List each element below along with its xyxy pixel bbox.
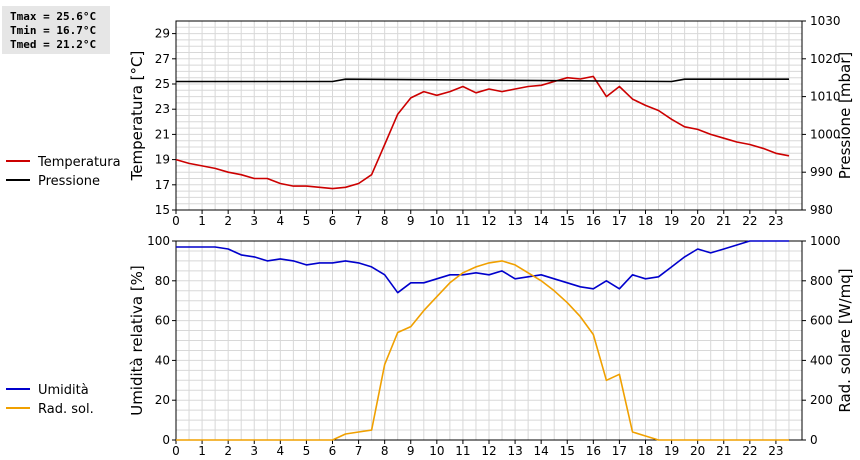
y2-tick-label: 0 xyxy=(810,433,818,447)
x-tick-label: 23 xyxy=(768,444,783,458)
x-tick-label: 14 xyxy=(534,214,549,228)
x-tick-label: 8 xyxy=(381,444,389,458)
y-tick-label: 19 xyxy=(155,153,170,167)
series-line-rad-sol- xyxy=(176,260,789,441)
x-tick-label: 1 xyxy=(198,444,206,458)
chart-panel-2: 0 1 2 3 4 5 6 7 8 9 10 11 12 13 14 15 16 17 18 19 20 21 22 2302… xyxy=(6,234,854,458)
y2-tick-label: 200 xyxy=(810,393,833,407)
x-tick-label: 3 xyxy=(250,444,258,458)
y-tick-label: 60 xyxy=(155,314,170,328)
x-tick-label: 6 xyxy=(329,214,337,228)
legend-label: Umidità xyxy=(38,383,89,398)
x-tick-label: 5 xyxy=(303,214,311,228)
y2-tick-label: 990 xyxy=(810,165,833,179)
y-tick-label: 40 xyxy=(155,353,170,367)
y2-tick-label: 1000 xyxy=(810,234,841,248)
x-tick-label: 4 xyxy=(277,214,285,228)
x-tick-label: 17 xyxy=(612,444,627,458)
x-tick-label: 0 xyxy=(172,214,180,228)
tmax-text: Tmax = 25.6°C xyxy=(10,10,97,23)
legend-label: Rad. sol. xyxy=(38,402,94,417)
y2-tick-label: 1020 xyxy=(810,52,841,66)
tmin-text: Tmin = 16.7°C xyxy=(10,24,97,37)
series-line-umidit- xyxy=(176,240,789,294)
x-tick-label: 3 xyxy=(250,214,258,228)
y-axis-title: Umidità relativa [%] xyxy=(128,265,146,416)
y-tick-label: 25 xyxy=(155,77,170,91)
legend-label: Pressione xyxy=(38,174,100,189)
x-tick-label: 14 xyxy=(534,444,549,458)
x-tick-label: 12 xyxy=(481,444,496,458)
y-tick-label: 27 xyxy=(155,52,170,66)
x-tick-label: 10 xyxy=(429,214,444,228)
x-tick-label: 17 xyxy=(612,214,627,228)
x-tick-label: 1 xyxy=(198,214,206,228)
x-tick-label: 11 xyxy=(455,214,470,228)
x-tick-label: 21 xyxy=(716,444,731,458)
y2-tick-label: 980 xyxy=(810,203,833,217)
chart-panel-1: 0 1 2 3 4 5 6 7 8 9 10 11 12 13 14 15 16 17 18 19 20 21 22 2315… xyxy=(6,14,854,228)
x-tick-label: 9 xyxy=(407,444,415,458)
x-tick-label: 20 xyxy=(690,214,705,228)
x-tick-label: 0 xyxy=(172,444,180,458)
x-tick-label: 19 xyxy=(664,444,679,458)
x-tick-label: 9 xyxy=(407,214,415,228)
x-tick-label: 20 xyxy=(690,444,705,458)
x-tick-label: 22 xyxy=(742,214,757,228)
y-tick-label: 100 xyxy=(147,234,170,248)
y2-axis-title: Pressione [mbar] xyxy=(836,52,854,180)
x-tick-label: 8 xyxy=(381,214,389,228)
x-tick-label: 23 xyxy=(768,214,783,228)
x-tick-label: 15 xyxy=(560,444,575,458)
x-tick-label: 13 xyxy=(507,214,522,228)
y2-tick-label: 800 xyxy=(810,274,833,288)
y-tick-label: 29 xyxy=(155,27,170,41)
x-tick-label: 13 xyxy=(507,444,522,458)
stats-box: Tmax = 25.6°C Tmin = 16.7°C Tmed = 21.2°… xyxy=(2,6,110,54)
y2-tick-label: 600 xyxy=(810,314,833,328)
y2-axis-title: Rad. solare [W/mq] xyxy=(836,268,854,412)
x-tick-label: 12 xyxy=(481,214,496,228)
y2-tick-label: 1000 xyxy=(810,127,841,141)
x-tick-label: 16 xyxy=(586,214,601,228)
y-tick-label: 23 xyxy=(155,102,170,116)
series-line-pressione xyxy=(176,78,789,83)
x-tick-label: 22 xyxy=(742,444,757,458)
y-tick-label: 21 xyxy=(155,127,170,141)
x-tick-label: 18 xyxy=(638,444,653,458)
tmed-text: Tmed = 21.2°C xyxy=(10,38,97,51)
y-tick-label: 0 xyxy=(162,433,170,447)
x-tick-label: 18 xyxy=(638,214,653,228)
x-tick-label: 7 xyxy=(355,444,363,458)
x-tick-label: 10 xyxy=(429,444,444,458)
x-tick-label: 2 xyxy=(224,214,232,228)
y-tick-label: 17 xyxy=(155,178,170,192)
x-tick-label: 19 xyxy=(664,214,679,228)
x-tick-label: 2 xyxy=(224,444,232,458)
x-tick-label: 5 xyxy=(303,444,311,458)
x-tick-label: 16 xyxy=(586,444,601,458)
y-axis-title: Temperatura [°C] xyxy=(128,51,146,182)
legend-label: Temperatura xyxy=(37,155,121,170)
x-tick-label: 15 xyxy=(560,214,575,228)
y-tick-label: 20 xyxy=(155,393,170,407)
x-tick-label: 11 xyxy=(455,444,470,458)
y-tick-label: 80 xyxy=(155,274,170,288)
y2-tick-label: 400 xyxy=(810,353,833,367)
x-tick-label: 7 xyxy=(355,214,363,228)
x-tick-label: 6 xyxy=(329,444,337,458)
y-tick-label: 15 xyxy=(155,203,170,217)
x-tick-label: 4 xyxy=(277,444,285,458)
series-line-temperatura xyxy=(175,75,790,190)
y2-tick-label: 1010 xyxy=(810,90,841,104)
x-tick-label: 21 xyxy=(716,214,731,228)
y2-tick-label: 1030 xyxy=(810,14,841,28)
